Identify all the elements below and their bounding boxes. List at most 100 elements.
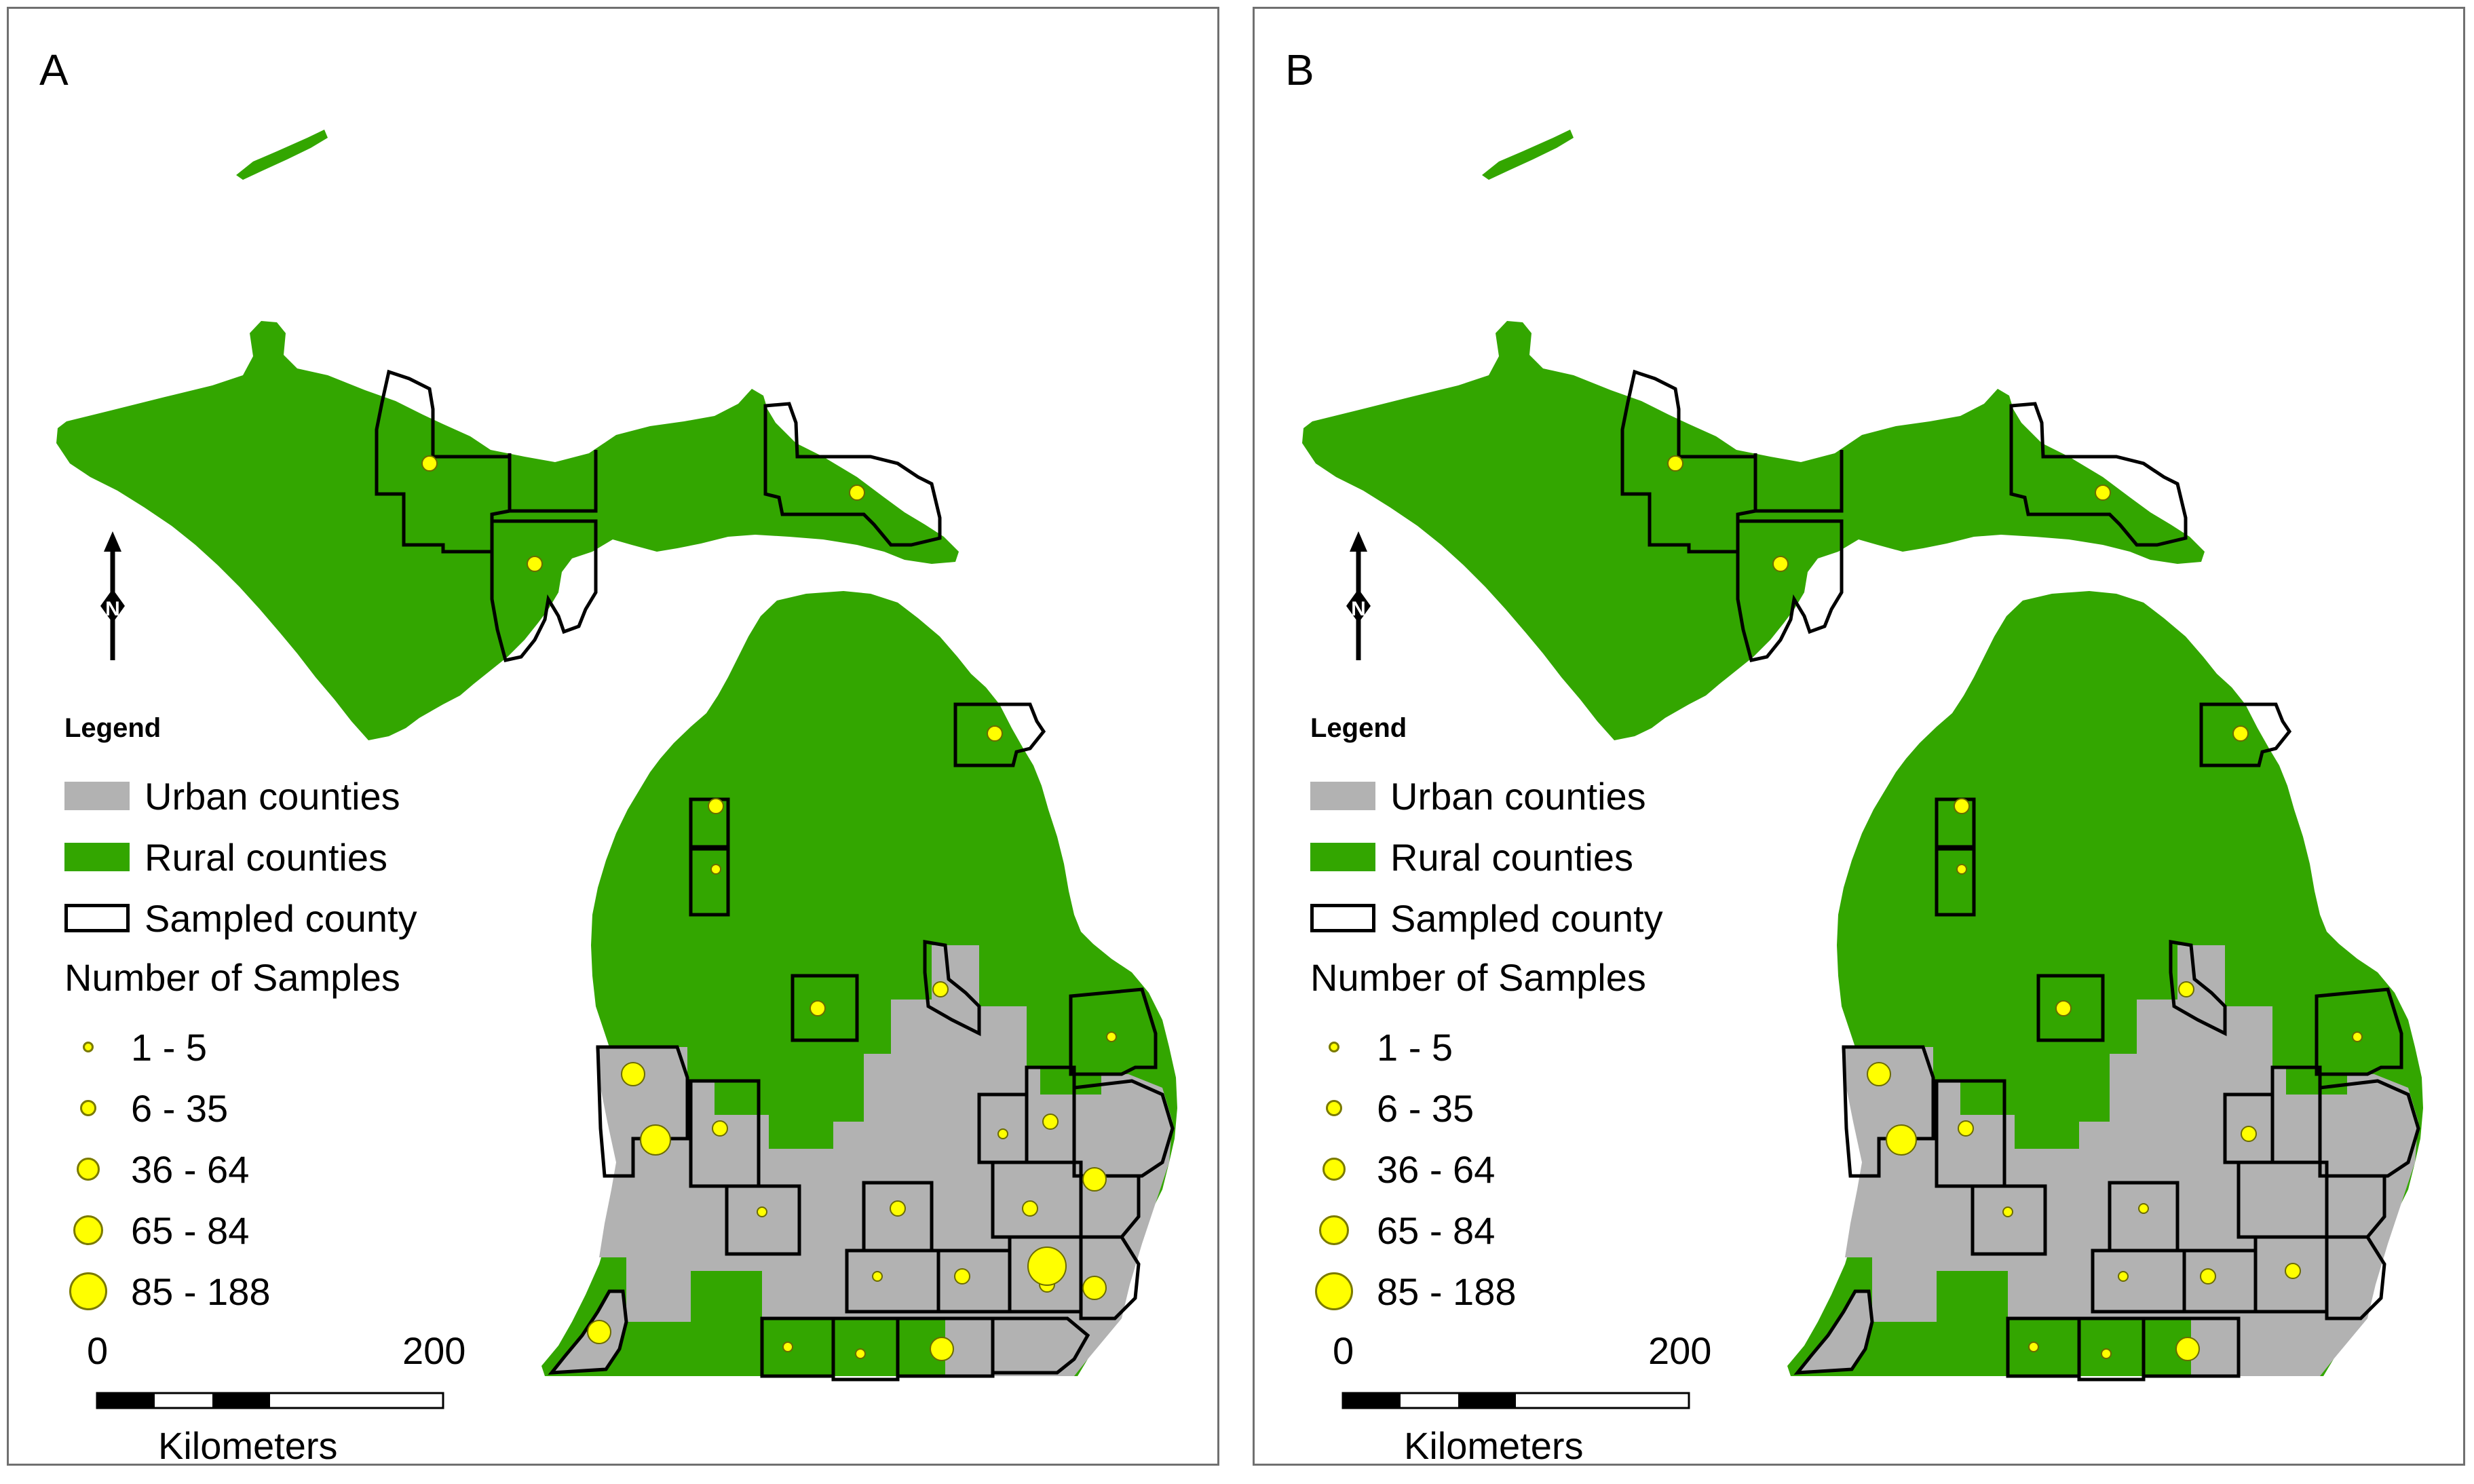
sample-dot <box>997 1128 1008 1139</box>
sample-dot-icon <box>73 1215 103 1245</box>
county-outline <box>763 402 942 547</box>
county-outline <box>508 450 598 513</box>
sample-dot <box>1956 864 1967 875</box>
class-row: 6 - 35 <box>1310 1081 1474 1135</box>
class-label: 36 - 64 <box>131 1147 250 1191</box>
county-outline <box>1842 1045 1935 1178</box>
sample-dot <box>2178 981 2194 997</box>
scale-end: 200 <box>1648 1329 1712 1372</box>
isle-royale <box>236 130 328 180</box>
sample-dot <box>2241 1126 2257 1142</box>
county-outline <box>1736 519 1844 662</box>
county-outline <box>596 1045 689 1178</box>
county-outline <box>923 940 981 1037</box>
class-label: 1 - 5 <box>1377 1025 1453 1069</box>
panel-label: B <box>1285 45 1314 94</box>
north-label: N <box>105 598 120 620</box>
sample-dot <box>1082 1167 1107 1192</box>
legend-item-sampled: Sampled county <box>1310 894 1663 942</box>
legend-title: Legend <box>64 713 161 743</box>
sample-dot <box>712 1120 728 1137</box>
sample-dot <box>890 1200 906 1217</box>
sample-dot <box>527 556 543 572</box>
class-label: 6 - 35 <box>1377 1086 1474 1130</box>
north-label: N <box>1351 598 1366 620</box>
sample-dot <box>2138 1203 2149 1214</box>
sample-dot <box>421 455 438 472</box>
sample-dot <box>2285 1263 2301 1279</box>
sample-dot <box>621 1062 645 1086</box>
county-outline <box>2169 940 2227 1037</box>
map-panel-b: B <box>1253 7 2465 1466</box>
scale-start: 0 <box>87 1329 109 1372</box>
sampled-swatch <box>64 904 130 932</box>
sample-dot <box>2002 1206 2013 1217</box>
county-outline <box>2199 702 2292 767</box>
sample-dot <box>2232 725 2249 742</box>
class-row: 6 - 35 <box>64 1081 228 1135</box>
isle-royale <box>1482 130 1574 180</box>
legend-label: Urban counties <box>1390 774 1646 818</box>
county-outline <box>831 1316 900 1382</box>
samples-title: Number of Samples <box>64 956 400 999</box>
county-outline <box>2315 987 2403 1076</box>
scale-units: Kilometers <box>1404 1424 1584 1466</box>
legend-item-urban: Urban counties <box>64 772 400 820</box>
sample-dot <box>2118 1271 2129 1282</box>
legend-label: Sampled county <box>1390 896 1663 940</box>
county-outline <box>2325 1174 2386 1239</box>
county-outline <box>2077 1316 2146 1382</box>
sample-dot <box>708 798 724 814</box>
sample-dot <box>782 1342 793 1352</box>
class-row: 85 - 188 <box>1310 1264 1517 1318</box>
class-row: 36 - 64 <box>64 1142 249 1196</box>
urban-region <box>1842 945 2418 1376</box>
sample-dot <box>1082 1276 1107 1300</box>
sample-dot <box>1886 1124 1917 1156</box>
sample-dot <box>2095 484 2111 501</box>
sample-dot <box>1106 1031 1117 1042</box>
legend-label: Urban counties <box>145 774 400 818</box>
michigan-map: N <box>56 130 1177 1409</box>
county-outline <box>896 1316 995 1378</box>
sample-dot <box>1027 1247 1067 1286</box>
urban-southwest <box>1797 1291 1872 1373</box>
sample-dot <box>1042 1114 1059 1130</box>
map-layers <box>1302 130 2423 1376</box>
class-row: 65 - 84 <box>64 1203 249 1257</box>
sample-dot-icon <box>1319 1215 1349 1245</box>
sample-dot <box>2352 1031 2363 1042</box>
legend-item-rural: Rural counties <box>64 833 387 881</box>
legend-item-sampled: Sampled county <box>64 894 417 942</box>
legend-label: Sampled county <box>145 896 417 940</box>
sample-dot <box>2200 1268 2216 1285</box>
sample-dot <box>810 1000 826 1016</box>
sample-dot-icon <box>83 1042 94 1052</box>
legend-label: Rural counties <box>145 835 387 879</box>
sample-dot <box>1667 455 1683 472</box>
north-arrow: N <box>100 531 125 660</box>
legend-title: Legend <box>1310 713 1407 743</box>
sample-dot <box>1022 1200 1038 1217</box>
sample-dot-icon <box>69 1272 107 1310</box>
class-row: 1 - 5 <box>64 1020 207 1074</box>
sample-dot-icon <box>1322 1158 1346 1181</box>
sample-dot <box>757 1206 767 1217</box>
county-outline <box>1971 1184 2047 1256</box>
sample-dot <box>1954 798 1970 814</box>
county-outline <box>2036 974 2105 1042</box>
county-outline <box>490 519 598 662</box>
county-outline <box>1753 450 1844 513</box>
urban-swatch <box>64 782 130 810</box>
legend-label: Rural counties <box>1390 835 1633 879</box>
class-label: 65 - 84 <box>1377 1209 1496 1252</box>
class-row: 65 - 84 <box>1310 1203 1495 1257</box>
sample-dots <box>421 455 1117 1361</box>
scale-units: Kilometers <box>158 1424 338 1466</box>
class-label: 36 - 64 <box>1377 1147 1496 1191</box>
county-outline <box>2325 1235 2386 1320</box>
sample-dot <box>954 1268 970 1285</box>
scale-start: 0 <box>1333 1329 1354 1372</box>
urban-swatch <box>1310 782 1375 810</box>
county-outline <box>2142 1316 2241 1378</box>
